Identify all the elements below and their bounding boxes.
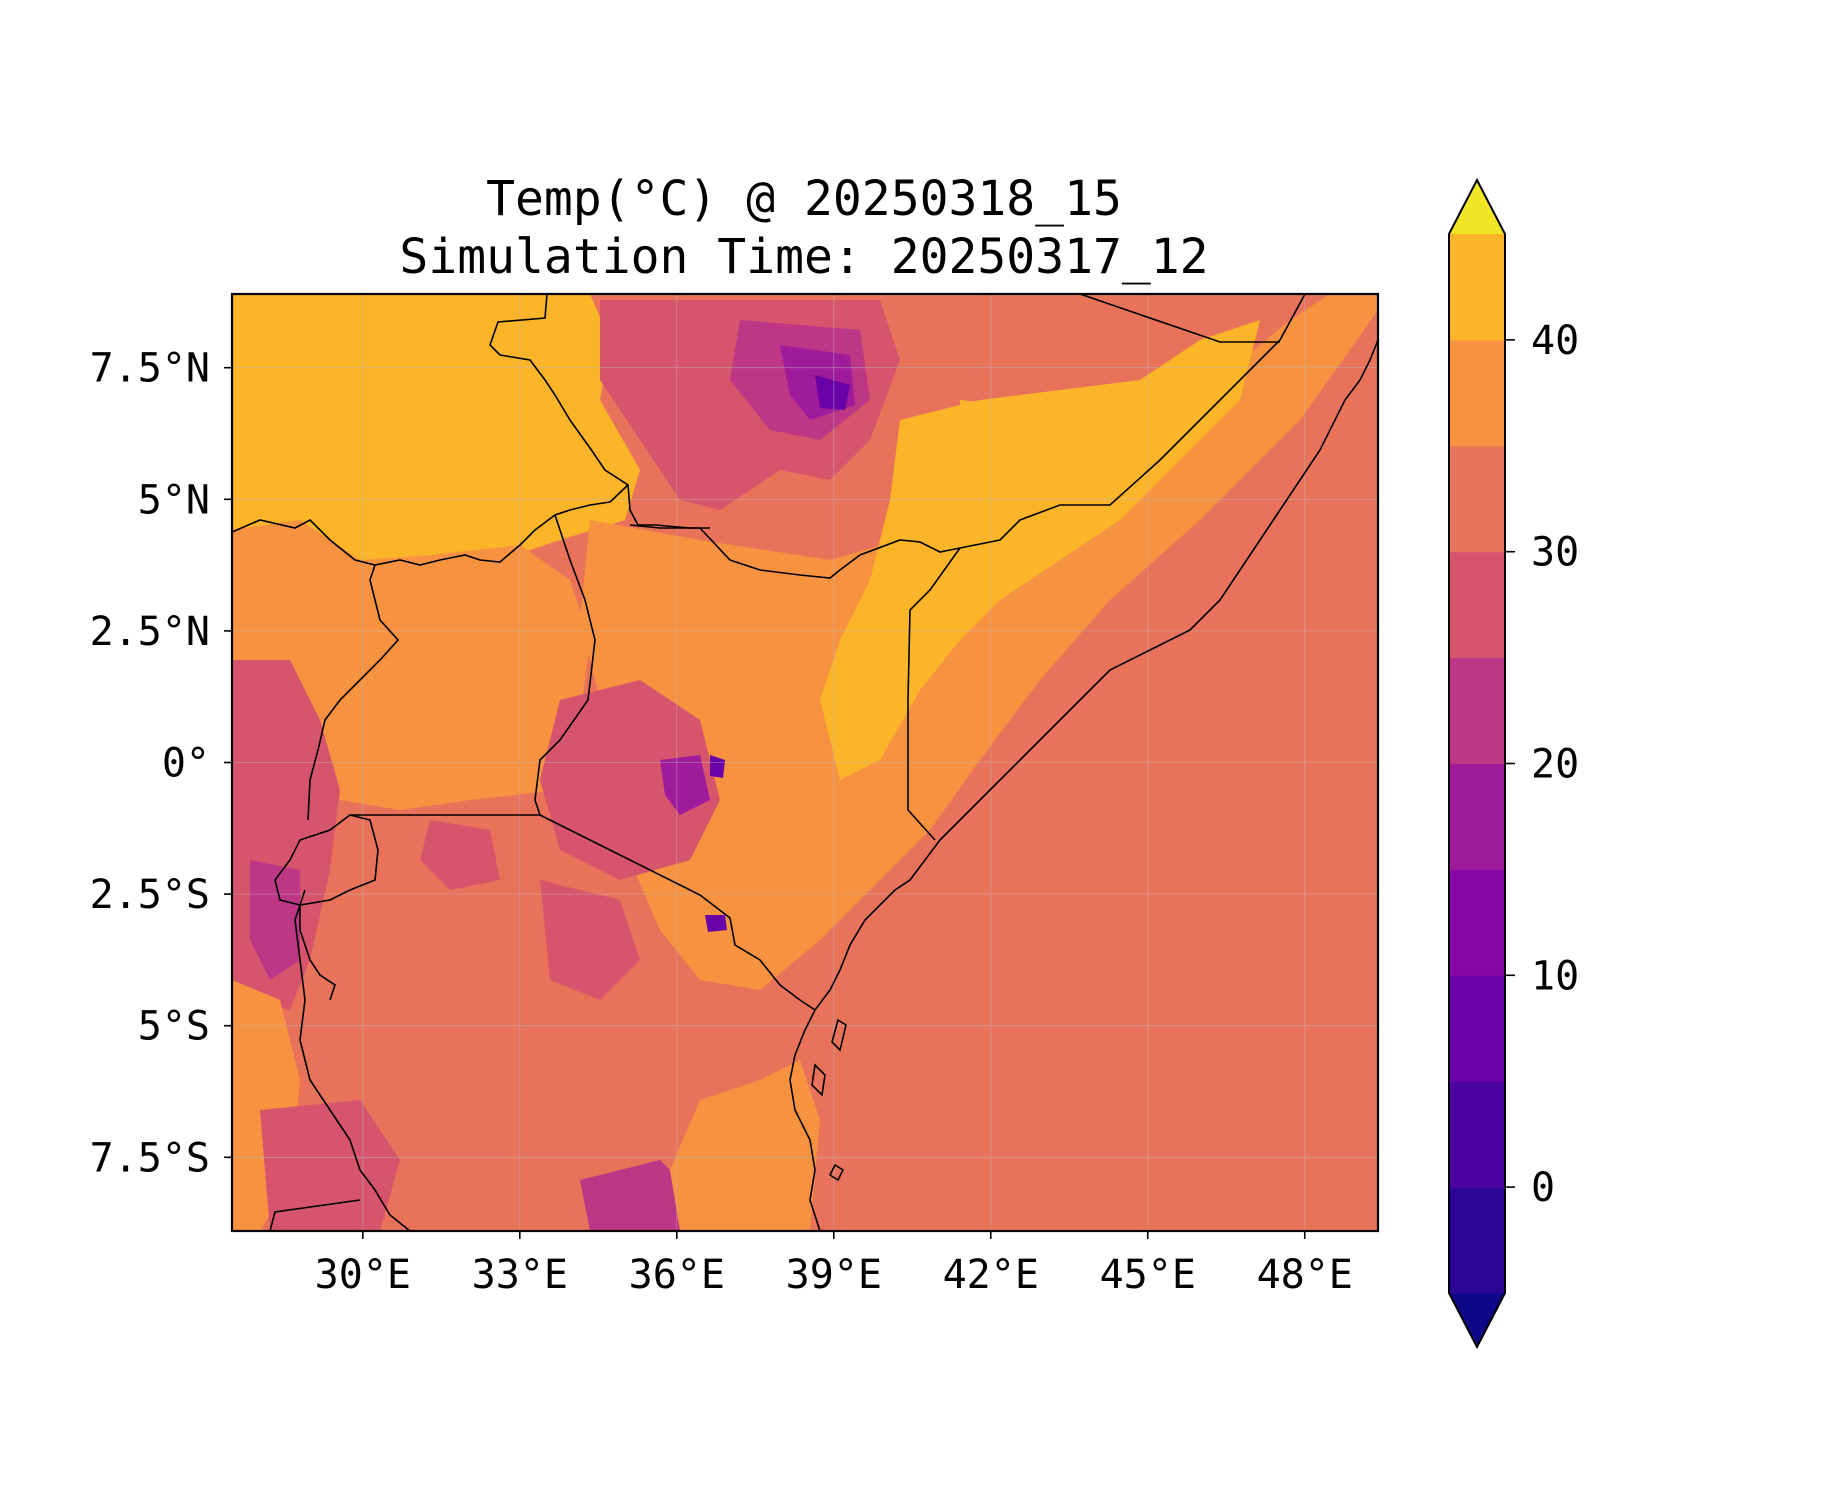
- temp-field-kilimanjaro: [705, 915, 727, 932]
- x-tick-label: 33°E: [472, 1252, 568, 1298]
- map-panel: [232, 294, 1378, 1231]
- temp-field-rwanda-cold: [250, 860, 300, 980]
- colorbar-tick-label: 0: [1531, 1165, 1555, 1211]
- temp-field-mt-kenya: [710, 755, 725, 778]
- x-tick-label: 42°E: [943, 1252, 1039, 1298]
- temp-field-tanzania-southwest: [260, 1100, 400, 1231]
- temp-field-ethiopia-coldest: [815, 375, 850, 410]
- y-tick-label: 5°N: [138, 477, 210, 523]
- temp-field-tanzania-coast: [670, 1060, 820, 1231]
- colorbar-segment: [1449, 657, 1505, 765]
- x-tick-label: 45°E: [1100, 1252, 1196, 1298]
- colorbar-tick-label: 20: [1531, 742, 1579, 788]
- y-tick-label: 7.5°N: [90, 346, 210, 392]
- temp-field-rift-cool: [540, 680, 720, 880]
- x-axis-ticks: 30°E 33°E 36°E 39°E 42°E 45°E 48°E: [315, 1231, 1353, 1298]
- colorbar: 0 10 20 30 40: [1448, 177, 1579, 1350]
- colorbar-segment: [1449, 234, 1505, 341]
- x-tick-label: 48°E: [1257, 1252, 1353, 1298]
- map-title-line2: Simulation Time: 20250317_12: [399, 229, 1209, 285]
- y-axis-ticks: 7.5°N 5°N 2.5°N 0° 2.5°S 5°S 7.5°S: [90, 346, 232, 1181]
- colorbar-segment: [1449, 1081, 1505, 1188]
- y-tick-label: 5°S: [138, 1004, 210, 1050]
- y-tick-label: 2.5°N: [90, 609, 210, 655]
- y-tick-label: 2.5°S: [90, 872, 210, 918]
- temp-field-somalia-hot: [820, 320, 1260, 780]
- colorbar-tick-label: 30: [1531, 530, 1579, 576]
- country-borders: [232, 294, 1378, 1231]
- colorbar-segment: [1449, 1187, 1505, 1294]
- x-tick-label: 36°E: [629, 1252, 725, 1298]
- colorbar-tick-label: 40: [1531, 318, 1579, 364]
- temp-field-kenya-highlands-cold: [660, 755, 710, 815]
- x-tick-label: 30°E: [315, 1252, 411, 1298]
- colorbar-extend-high: [1449, 180, 1505, 234]
- colorbar-segment: [1449, 975, 1505, 1082]
- colorbar-segment: [1449, 763, 1505, 870]
- colorbar-segment: [1449, 339, 1505, 447]
- y-tick-label: 0°: [162, 741, 210, 787]
- colorbar-segment: [1449, 869, 1505, 976]
- temp-field-tanzania-south-cool: [580, 1160, 700, 1231]
- temp-field-tanzania-central: [420, 820, 500, 890]
- temp-field-tanzania-patch: [540, 880, 640, 1000]
- colorbar-outline: [1448, 177, 1506, 1350]
- temp-field-ethiopia-east-hot: [960, 400, 1090, 480]
- colorbar-tick-label: 10: [1531, 953, 1579, 999]
- colorbar-extend-low: [1449, 1293, 1505, 1347]
- y-tick-label: 7.5°S: [90, 1135, 210, 1181]
- temp-field-kenya-east: [580, 294, 1378, 990]
- colorbar-segment: [1449, 551, 1505, 659]
- x-tick-label: 39°E: [786, 1252, 882, 1298]
- colorbar-segment: [1449, 445, 1505, 553]
- map-title-line1: Temp(°C) @ 20250318_15: [486, 171, 1122, 227]
